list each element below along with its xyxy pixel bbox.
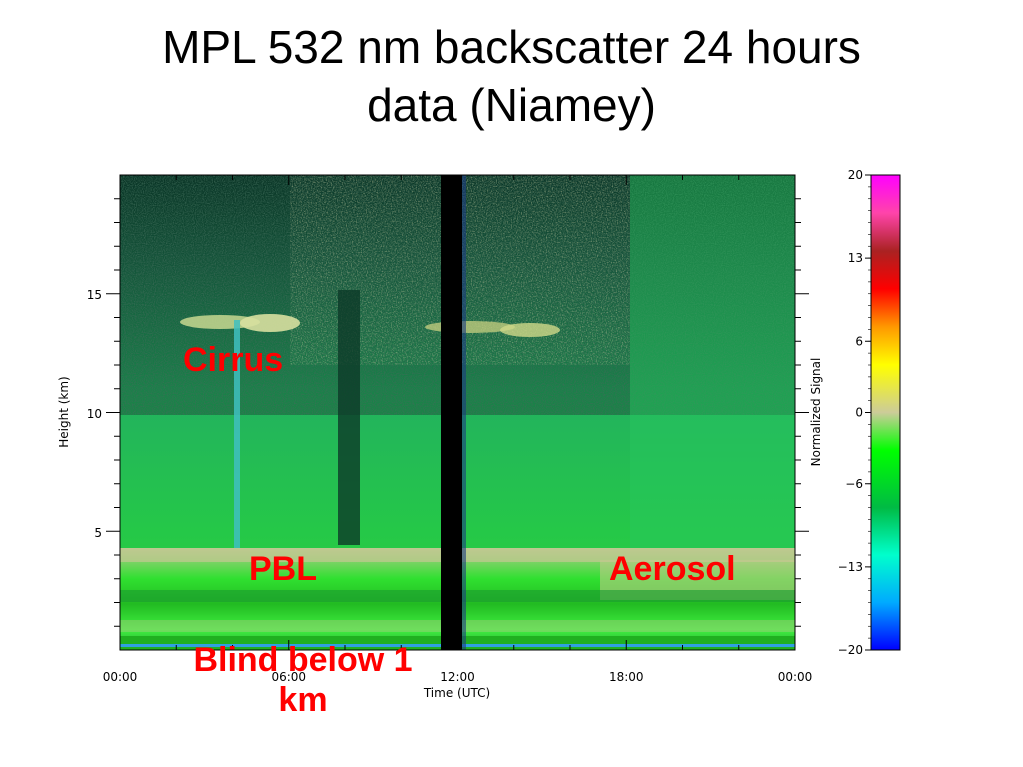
colorbar-tick-label: −13: [838, 560, 863, 574]
annotation-blind-text: Blind below 1 km: [193, 641, 413, 719]
x-tick-label-2: 12:00: [440, 670, 475, 684]
colorbar-ticks: −20 −13 −6 0 6 13 20: [838, 168, 871, 657]
y-axis: [106, 198, 809, 627]
colorbar-tick-label: 13: [848, 251, 863, 265]
colorbar-tick-label: 0: [855, 406, 863, 420]
colorbar-label: Normalized Signal: [809, 358, 823, 467]
heatmap-area: [120, 175, 795, 650]
y-tick-label-10: 10: [87, 407, 102, 421]
slide-title: MPL 532 nm backscatter 24 hours data (Ni…: [0, 18, 1023, 134]
data-gap: [441, 175, 462, 650]
x-axis: [119, 175, 796, 650]
x-tick-label-3: 18:00: [609, 670, 644, 684]
x-tick-label-4: 00:00: [778, 670, 813, 684]
title-line-1: MPL 532 nm backscatter 24 hours: [162, 21, 861, 73]
fall-streak-2: [338, 290, 360, 545]
colorbar-tick-label: −6: [845, 477, 863, 491]
x-tick-label-0: 00:00: [103, 670, 138, 684]
annotation-cirrus: Cirrus: [183, 341, 284, 379]
colorbar: [870, 174, 901, 651]
colorbar-tick-label: 6: [855, 334, 863, 348]
annotation-blind: Blind below 1 km: [168, 640, 438, 720]
title-line-2: data (Niamey): [367, 79, 656, 131]
annotation-pbl: PBL: [249, 550, 317, 588]
colorbar-tick-label: −20: [838, 643, 863, 657]
x-tick-label-1: 06:00: [271, 670, 306, 684]
colorbar-tick-label: 20: [848, 168, 863, 182]
y-tick-label-5: 5: [94, 526, 102, 540]
fall-streak-1: [234, 320, 240, 550]
y-tick-label-15: 15: [87, 288, 102, 302]
annotation-aerosol: Aerosol: [609, 550, 736, 588]
x-axis-label: Time (UTC): [423, 686, 490, 700]
y-axis-label: Height (km): [57, 376, 71, 447]
